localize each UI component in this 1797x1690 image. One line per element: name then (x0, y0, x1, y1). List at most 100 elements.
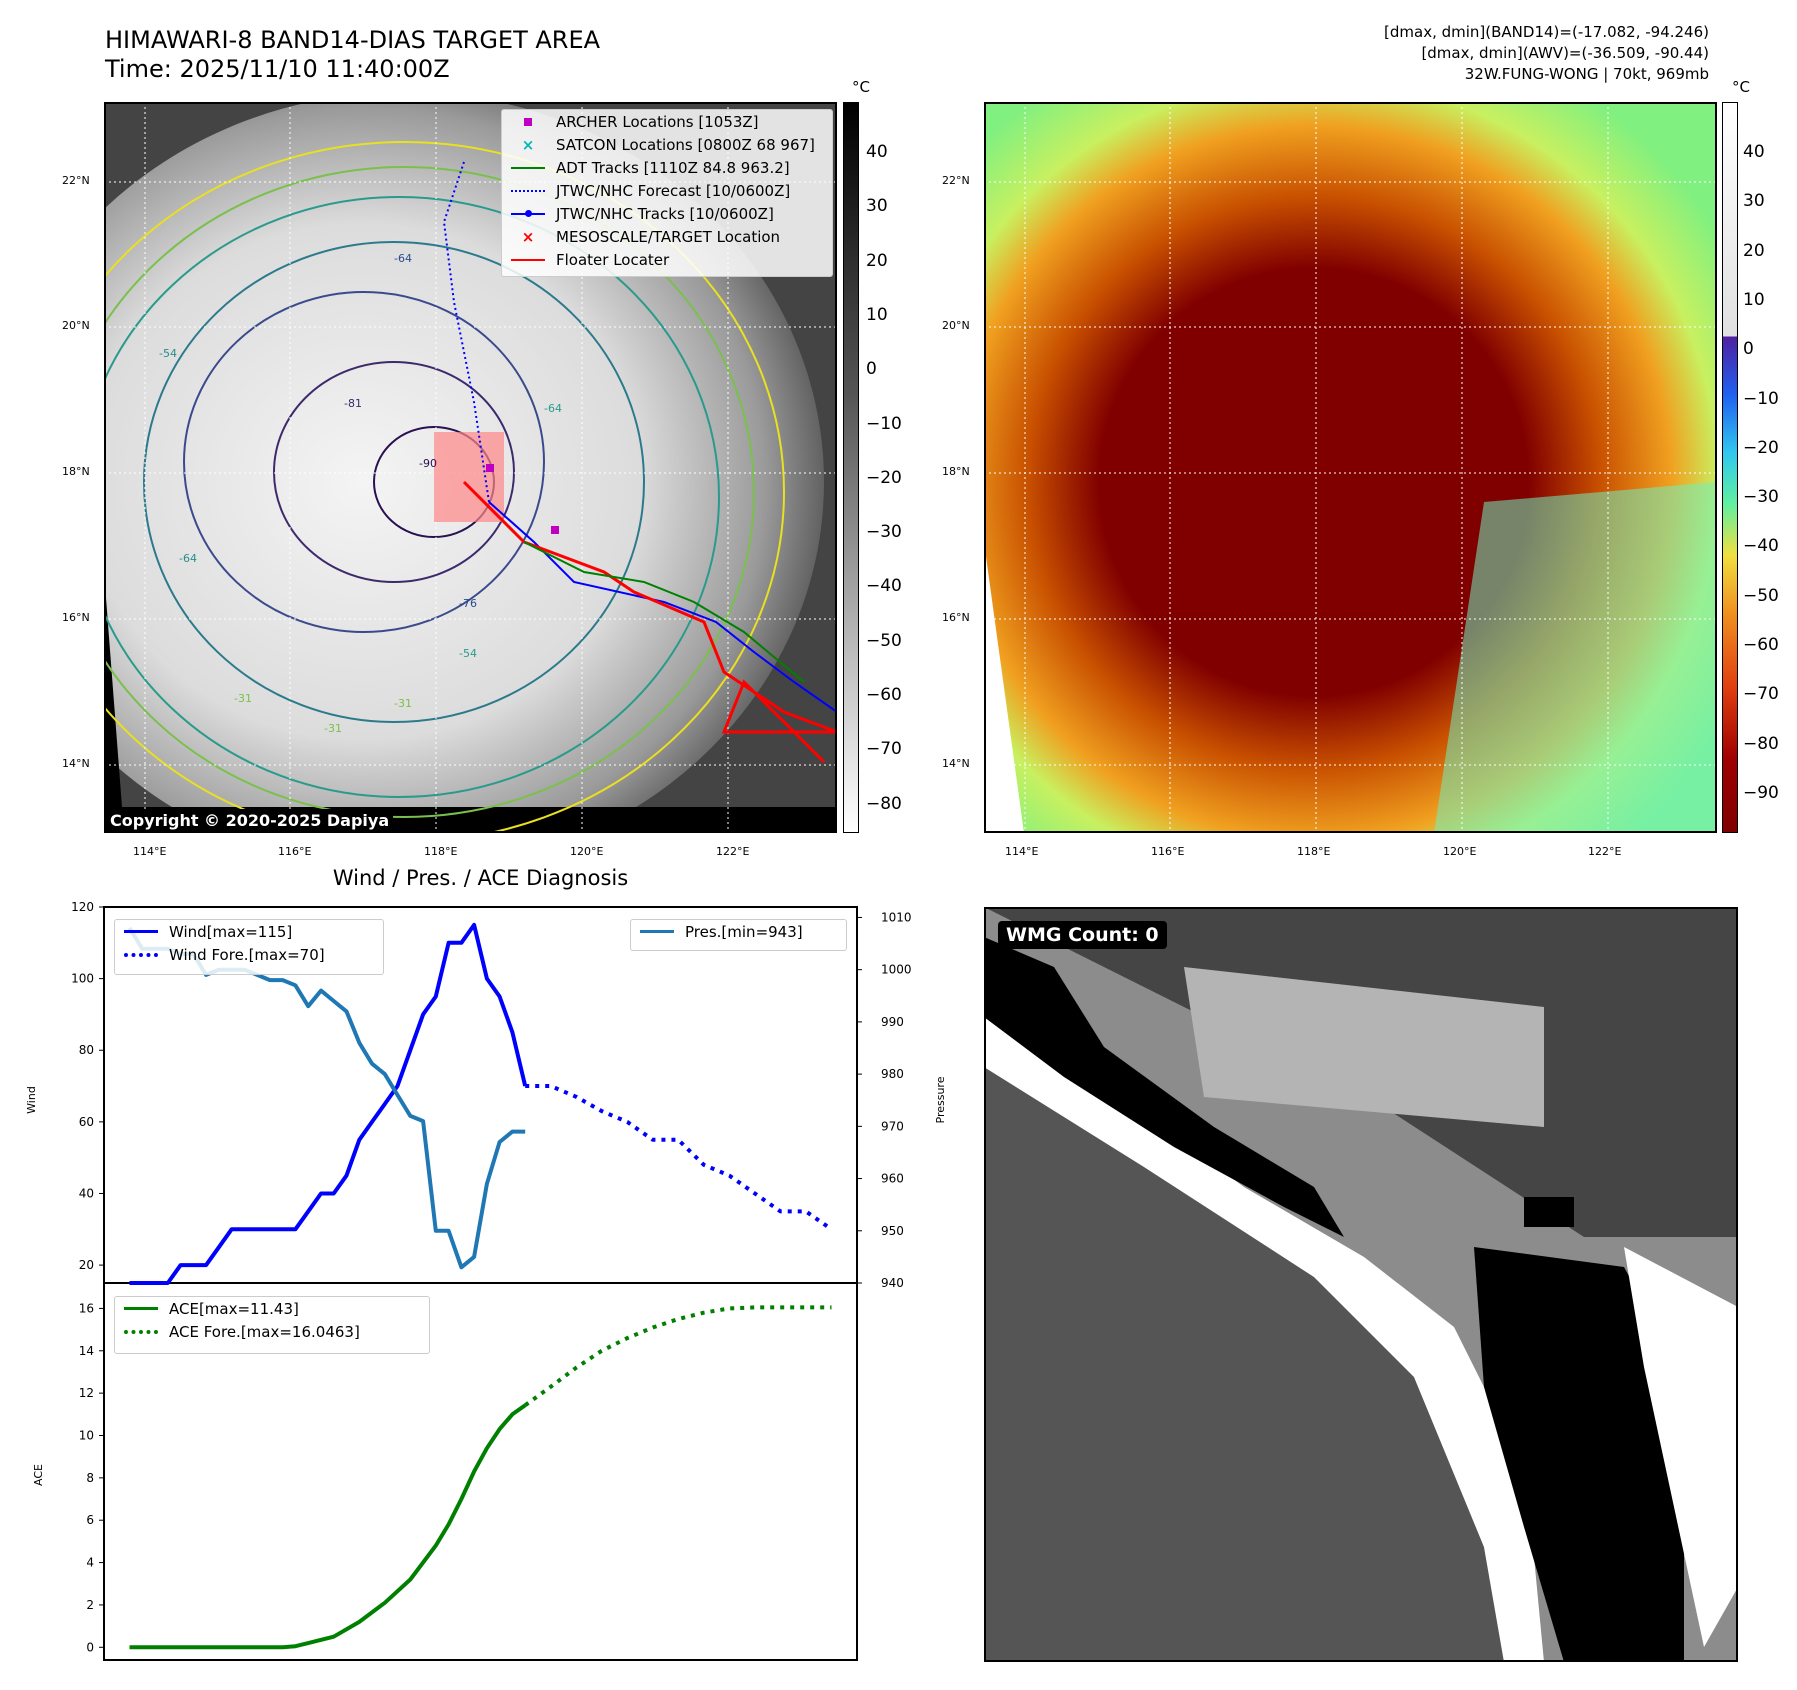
ir-colorbar-tick: −80 (866, 793, 902, 814)
ir-map-frame (104, 102, 837, 833)
legend-item-mesoscale: × MESOSCALE/TARGET Location (502, 225, 832, 248)
contour-label: -54 (159, 347, 177, 360)
awv-map-panel (984, 102, 1717, 833)
legend-label: ADT Tracks [1110Z 84.8 963.2] (556, 158, 790, 177)
wmg-frame (984, 907, 1738, 1662)
lat-label: 20°N (62, 319, 90, 332)
ir-colorbar-tick: 0 (866, 359, 877, 380)
line-marker-icon (637, 930, 677, 933)
lat-label: 14°N (62, 757, 90, 770)
pressure-tick-label: 1010 (881, 910, 912, 924)
legend-label: Wind Fore.[max=70] (169, 945, 325, 964)
pressure-series-line (127, 926, 526, 1270)
ace-tick-label: 4 (86, 1556, 94, 1570)
contour-label: -54 (459, 647, 477, 660)
lat-label: 18°N (62, 465, 90, 478)
legend-label: ARCHER Locations [1053Z] (556, 112, 759, 131)
ir-colorbar-tick: −70 (866, 739, 902, 760)
lon-label: 118°E (424, 845, 458, 858)
ace-tick-label: 14 (79, 1344, 94, 1358)
ir-colorbar-tick: −50 (866, 630, 902, 651)
x-marker-icon: × (521, 135, 535, 154)
wind-tick-label: 120 (71, 900, 94, 914)
legend-item-jtwc-tracks: JTWC/NHC Tracks [10/0600Z] (502, 202, 832, 225)
line-dot-icon (508, 209, 548, 217)
wmg-panel: WMG Count: 0 (984, 907, 1738, 1662)
awv-colorbar-tick: −10 (1743, 388, 1779, 409)
line-marker-icon (508, 166, 548, 169)
wind-tick-label: 20 (79, 1258, 94, 1272)
lon-label: 114°E (1005, 845, 1039, 858)
adt-track (523, 541, 805, 683)
legend-item-wind: Wind[max=115] (115, 920, 383, 943)
chart-title: HIMAWARI-8 BAND14-DIAS TARGET AREA (105, 26, 601, 54)
x-marker-icon: × (521, 227, 535, 246)
ir-legend: ARCHER Locations [1053Z] × SATCON Locatio… (501, 109, 833, 277)
ace-tick-label: 16 (79, 1301, 94, 1315)
wind-tick-label: 60 (79, 1115, 94, 1129)
awv-colorbar-tick: −80 (1743, 733, 1779, 754)
ace-tick-label: 0 (86, 1640, 94, 1654)
ace-tick-label: 6 (86, 1513, 94, 1527)
awv-colorbar-tick: −40 (1743, 536, 1779, 557)
awv-colorbar-tick: −70 (1743, 684, 1779, 705)
ace-series-line (129, 1403, 527, 1650)
pressure-tick-label: 1000 (881, 963, 912, 977)
lat-label: 16°N (62, 611, 90, 624)
awv-colorbar-tick: 0 (1743, 339, 1754, 360)
lat-label: 22°N (62, 174, 90, 187)
lon-label: 120°E (1443, 845, 1477, 858)
ace-tick-label: 8 (86, 1471, 94, 1485)
legend-item-pressure: Pres.[min=943] (631, 920, 846, 943)
pressure-tick-label: 940 (881, 1276, 904, 1290)
wind-forecast-line (525, 1084, 833, 1231)
pressure-axis-label: Pressure (934, 1076, 947, 1123)
awv-colorbar-tick: 30 (1743, 191, 1765, 212)
ace-tick-label: 10 (79, 1428, 94, 1442)
ir-colorbar-tick: 10 (866, 304, 888, 325)
lon-label: 122°E (1588, 845, 1622, 858)
awv-map-image (984, 102, 1717, 833)
legend-label: JTWC/NHC Tracks [10/0600Z] (556, 204, 774, 223)
legend-label: Wind[max=115] (169, 922, 293, 941)
wind-tick-label: 80 (79, 1043, 94, 1057)
pressure-tick-label: 950 (881, 1224, 904, 1238)
storm-info: 32W.FUNG-WONG | 70kt, 969mb (1464, 65, 1709, 83)
contour-label: -31 (324, 722, 342, 735)
ir-colorbar-tick: −30 (866, 522, 902, 543)
pressure-tick-label: 980 (881, 1067, 904, 1081)
lat-label: 14°N (942, 757, 970, 770)
legend-item-wind-forecast: Wind Fore.[max=70] (115, 943, 383, 966)
lat-label: 20°N (942, 319, 970, 332)
contour-label: -64 (544, 402, 562, 415)
legend-label: Pres.[min=943] (685, 922, 803, 941)
lon-label: 114°E (133, 845, 167, 858)
wind-legend: Wind[max=115] Wind Fore.[max=70] (114, 919, 384, 975)
pressure-tick-label: 990 (881, 1015, 904, 1029)
awv-colorbar-tick: −90 (1743, 782, 1779, 803)
awv-colorbar-tick: 10 (1743, 289, 1765, 310)
lon-label: 118°E (1297, 845, 1331, 858)
contour-label: -90 (419, 457, 437, 470)
square-marker-icon (508, 117, 548, 126)
legend-label: ACE Fore.[max=16.0463] (169, 1322, 360, 1341)
ir-colorbar-tick: 30 (866, 196, 888, 217)
floater-track (462, 480, 838, 764)
legend-label: JTWC/NHC Forecast [10/0600Z] (556, 181, 791, 200)
pressure-legend: Pres.[min=943] (630, 919, 847, 951)
awv-map-frame (984, 102, 1717, 833)
awv-colorbar-tick: −50 (1743, 585, 1779, 606)
ace-axis-label: ACE (32, 1464, 45, 1486)
awv-colorbar-tick: −30 (1743, 487, 1779, 508)
wind-axis-label: Wind (25, 1086, 38, 1114)
ir-colorbar-unit: °C (852, 78, 870, 96)
pressure-tick-label: 960 (881, 1172, 904, 1186)
wind-tick-label: 100 (71, 972, 94, 986)
awv-colorbar-tick: −60 (1743, 635, 1779, 655)
legend-item-floater: Floater Locater (502, 248, 832, 271)
contour-label: -64 (179, 552, 197, 565)
ir-map-panel: -64 -54 -81 -90 -64 -76 -54 -31 -64 -31 … (0, 92, 838, 872)
legend-item-adt: ADT Tracks [1110Z 84.8 963.2] (502, 156, 832, 179)
mesoscale-box (434, 432, 504, 522)
lat-label: 16°N (942, 611, 970, 624)
